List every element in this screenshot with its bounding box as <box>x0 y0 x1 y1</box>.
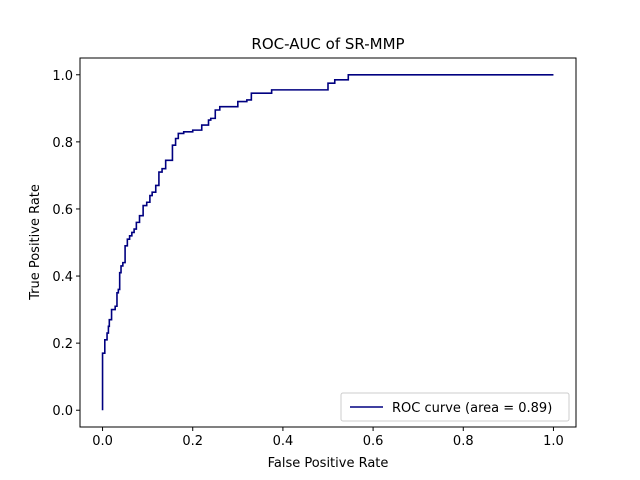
y-tick-label: 0.6 <box>52 203 73 218</box>
y-axis-label: True Positive Rate <box>28 184 43 301</box>
y-tick-label: 1.0 <box>52 69 73 84</box>
chart-title: ROC-AUC of SR-MMP <box>251 35 404 53</box>
x-tick-label: 0.8 <box>453 434 474 449</box>
x-tick-label: 1.0 <box>543 434 564 449</box>
x-axis-label: False Positive Rate <box>268 456 389 471</box>
x-axis-ticks: 0.0 0.2 0.4 0.6 0.8 1.0 <box>92 427 564 449</box>
roc-curve-line <box>101 73 554 411</box>
y-tick-label: 0.8 <box>52 136 73 151</box>
x-tick-label: 0.2 <box>182 434 203 449</box>
y-tick-label: 0.2 <box>52 337 73 352</box>
plot-area <box>79 57 577 428</box>
legend-label: ROC curve (area = 0.89) <box>392 401 552 416</box>
x-tick-label: 0.4 <box>273 434 294 449</box>
axes-frame <box>79 57 577 428</box>
y-tick-label: 0.0 <box>52 404 73 419</box>
y-axis-ticks: 0.0 0.2 0.4 0.6 0.8 1.0 <box>52 69 80 419</box>
x-tick-label: 0.0 <box>92 434 113 449</box>
legend-box <box>340 392 570 422</box>
legend: ROC curve (area = 0.89) <box>340 392 570 422</box>
y-tick-label: 0.4 <box>52 270 73 285</box>
x-tick-label: 0.6 <box>363 434 384 449</box>
